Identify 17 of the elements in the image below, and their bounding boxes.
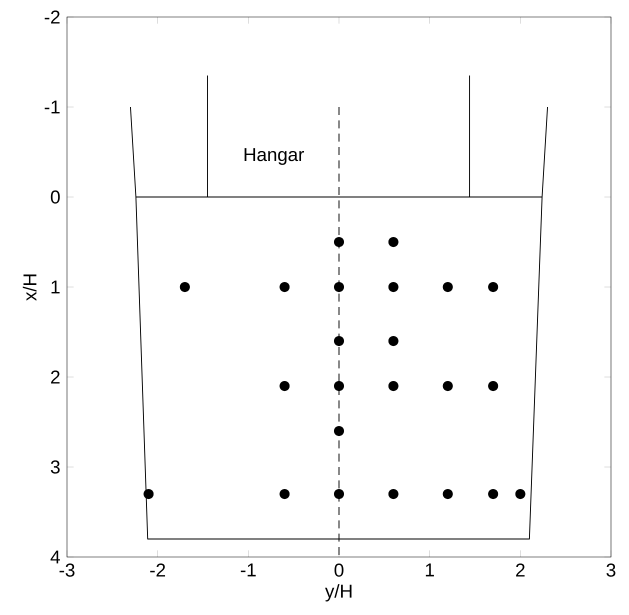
y-tick-label: -1 bbox=[44, 100, 60, 114]
y-tick-label: 2 bbox=[51, 370, 60, 384]
y-axis-title: x/H bbox=[22, 274, 37, 301]
x-tick-label: 1 bbox=[426, 564, 434, 576]
y-tick-label: 4 bbox=[50, 550, 60, 564]
y-tick-label: 3 bbox=[50, 460, 60, 474]
annotation: Hangar bbox=[244, 148, 304, 165]
x-tick-label: 3 bbox=[606, 563, 616, 577]
y-tick-label: -2 bbox=[44, 10, 60, 24]
y-tick-label: 0 bbox=[50, 190, 60, 204]
x-tick-label: -1 bbox=[240, 564, 256, 576]
x-tick-label: 2 bbox=[516, 563, 525, 577]
y-tick-label: 1 bbox=[52, 280, 60, 294]
x-tick-label: 0 bbox=[334, 563, 344, 577]
x-axis-title: y/H bbox=[325, 584, 352, 602]
x-tick-label: -2 bbox=[150, 563, 166, 577]
x-tick-label: -3 bbox=[60, 563, 74, 577]
